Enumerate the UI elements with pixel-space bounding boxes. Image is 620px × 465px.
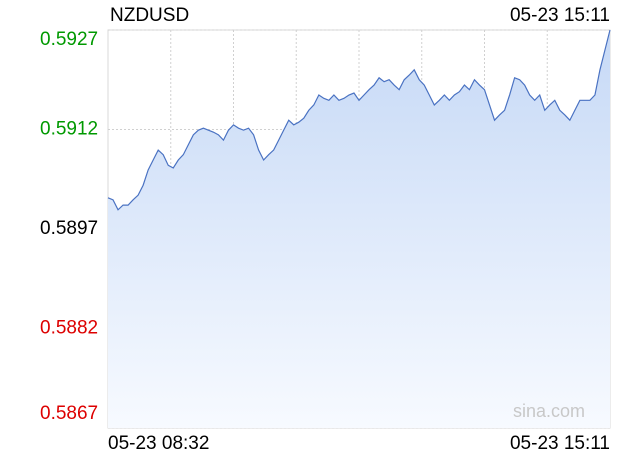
y-tick-label: 0.5882 bbox=[40, 318, 98, 339]
update-time: 05-23 15:11 bbox=[510, 5, 610, 26]
watermark: sina.com bbox=[513, 401, 585, 421]
x-tick-label: 05-23 15:11 bbox=[510, 433, 610, 454]
chart-title: NZDUSD bbox=[110, 5, 189, 26]
y-tick-label: 0.5897 bbox=[40, 218, 98, 239]
y-tick-label: 0.5927 bbox=[40, 29, 98, 50]
area bbox=[108, 30, 610, 428]
x-tick-label: 05-23 08:32 bbox=[108, 433, 209, 454]
y-tick-label: 0.5867 bbox=[40, 403, 98, 424]
price-line bbox=[107, 29, 611, 211]
y-tick-label: 0.5912 bbox=[40, 119, 98, 140]
